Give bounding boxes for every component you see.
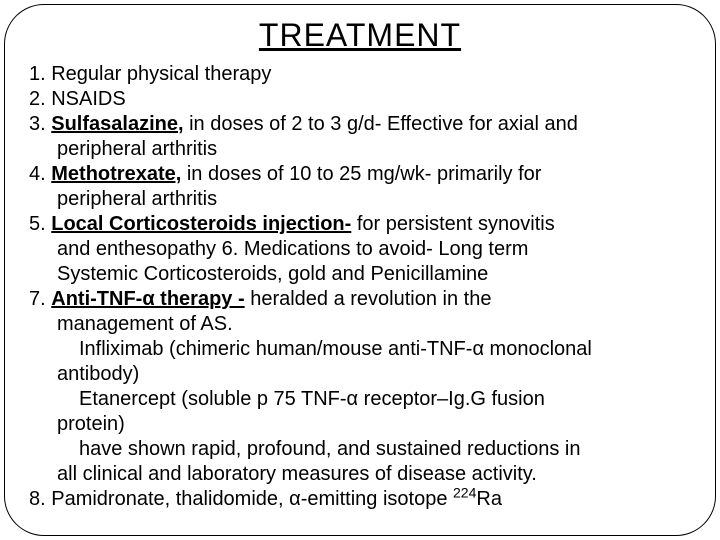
drug-methotrexate: Methotrexate,: [51, 163, 181, 185]
item-7-inflix2: antibody): [29, 362, 691, 387]
num-3: 3.: [29, 113, 51, 135]
item-7-inflix: Infliximab (chimeric human/mouse anti-TN…: [29, 337, 691, 362]
item-7: 7. Anti-TNF-α therapy - heralded a revol…: [29, 287, 691, 312]
drug-corticosteroid-inj: Local Corticosteroids injection-: [51, 213, 351, 235]
item-5-cont1: and enthesopathy 6. Medications to avoid…: [29, 237, 691, 262]
text-3c: in doses of 2 to 3 g/d- Effective for ax…: [184, 113, 578, 135]
slide-title: TREATMENT: [29, 17, 691, 54]
item-8: 8. Pamidronate, thalidomide, α-emitting …: [29, 487, 691, 512]
text-8a: 8. Pamidronate, thalidomide, α-emitting …: [29, 488, 453, 510]
item-2: 2. NSAIDS: [29, 87, 691, 112]
drug-sulfasalazine: Sulfasalazine,: [51, 113, 183, 135]
item-3: 3. Sulfasalazine, in doses of 2 to 3 g/d…: [29, 112, 691, 137]
slide-frame: TREATMENT 1. Regular physical therapy 2.…: [4, 4, 716, 536]
text-5c: for persistent synovitis: [351, 213, 554, 235]
text-8b: Ra: [476, 488, 502, 510]
item-3-cont: peripheral arthritis: [29, 137, 691, 162]
text-4c: in doses of 10 to 25 mg/wk- primarily fo…: [181, 163, 541, 185]
item-5-cont2: Systemic Corticosteroids, gold and Penic…: [29, 262, 691, 287]
item-7-etan: Etanercept (soluble p 75 TNF-α receptor–…: [29, 387, 691, 412]
num-5: 5.: [29, 213, 51, 235]
item-7-cont1: management of AS.: [29, 312, 691, 337]
num-4: 4.: [29, 163, 51, 185]
item-7-etan2: protein): [29, 412, 691, 437]
item-5: 5. Local Corticosteroids injection- for …: [29, 212, 691, 237]
item-4: 4. Methotrexate, in doses of 10 to 25 mg…: [29, 162, 691, 187]
item-4-cont: peripheral arthritis: [29, 187, 691, 212]
slide-body: 1. Regular physical therapy 2. NSAIDS 3.…: [29, 62, 691, 512]
text-7c: heralded a revolution in the: [245, 288, 492, 310]
isotope-sup: 224: [453, 484, 476, 500]
item-7-result2: all clinical and laboratory measures of …: [29, 462, 691, 487]
anti-tnf-therapy: Anti-TNF-α therapy -: [51, 288, 244, 310]
num-7: 7.: [29, 288, 51, 310]
item-7-result: have shown rapid, profound, and sustaine…: [29, 437, 691, 462]
item-1: 1. Regular physical therapy: [29, 62, 691, 87]
